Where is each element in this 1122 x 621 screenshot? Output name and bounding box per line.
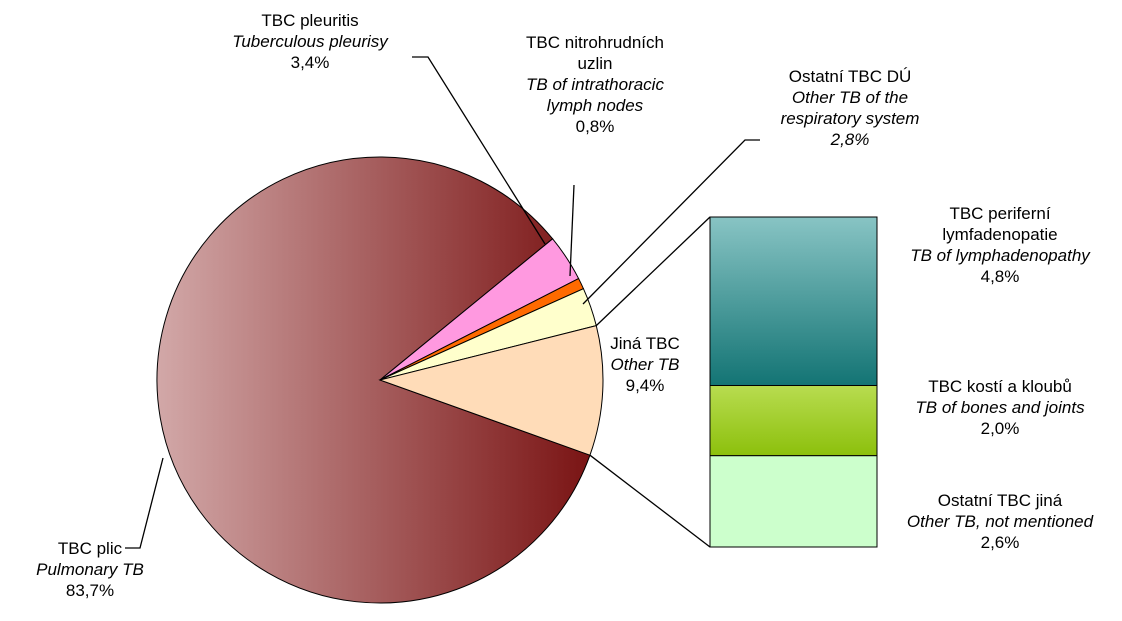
label-name: TBC kostí a kloubů [928,377,1072,396]
label-name-en: Other TB of the respiratory system [780,88,920,128]
pie-slice [156,156,591,604]
bar-segment [709,216,878,387]
label-name: Ostatní TBC DÚ [788,67,912,86]
label-name: TBC plic [57,539,123,558]
label-name-en: Other TB, not mentioned [906,512,1094,531]
label-name: TBC nitrohrudních uzlin [526,33,664,73]
value-label: 3,4% [290,53,330,72]
label-name: TBC periferní lymfadenopatie [942,204,1058,244]
value-label: 83,7% [65,581,115,600]
label-name-en: Other TB [610,355,680,374]
slice-label: Jiná TBC Other TB 9,4% [595,333,695,396]
slice-label: TBC pleuritis Tuberculous pleurisy 3,4% [200,10,420,73]
bar-label: TBC periferní lymfadenopatie TB of lymph… [905,203,1095,287]
bar-segment [709,455,878,548]
value-label: 2,6% [980,533,1020,552]
slice-label: TBC nitrohrudních uzlin TB of intrathora… [510,32,680,137]
leader-lines [125,56,760,549]
value-label: 0,8% [575,117,615,136]
slice-label: Ostatní TBC DÚ Other TB of the respirato… [755,66,945,150]
bar-label: Ostatní TBC jiná Other TB, not mentioned… [905,490,1095,553]
value-label: 4,8% [980,267,1020,286]
leader-line [582,139,760,305]
leader-line [125,457,164,549]
label-name: Jiná TBC [610,334,680,353]
label-name: Ostatní TBC jiná [937,491,1063,510]
bar-segment [709,385,878,457]
label-name-en: TB of intrathoracic lymph nodes [526,75,664,115]
label-name-en: Pulmonary TB [36,560,144,579]
connector-line [589,454,711,548]
value-label: 9,4% [625,376,665,395]
label-name: TBC pleuritis [261,11,359,30]
label-name-en: Tuberculous pleurisy [232,32,388,51]
pie-slice [378,325,604,456]
value-label: 2,0% [980,419,1020,438]
leader-line [412,56,546,245]
slice-label: TBC plic Pulmonary TB 83,7% [5,538,175,601]
label-name-en: TB of lymphadenopathy [910,246,1090,265]
connector-line [595,216,711,327]
value-label: 2,8% [830,130,870,149]
bar-label: TBC kostí a kloubů TB of bones and joint… [895,376,1105,439]
leader-line [569,184,575,277]
label-name-en: TB of bones and joints [915,398,1085,417]
